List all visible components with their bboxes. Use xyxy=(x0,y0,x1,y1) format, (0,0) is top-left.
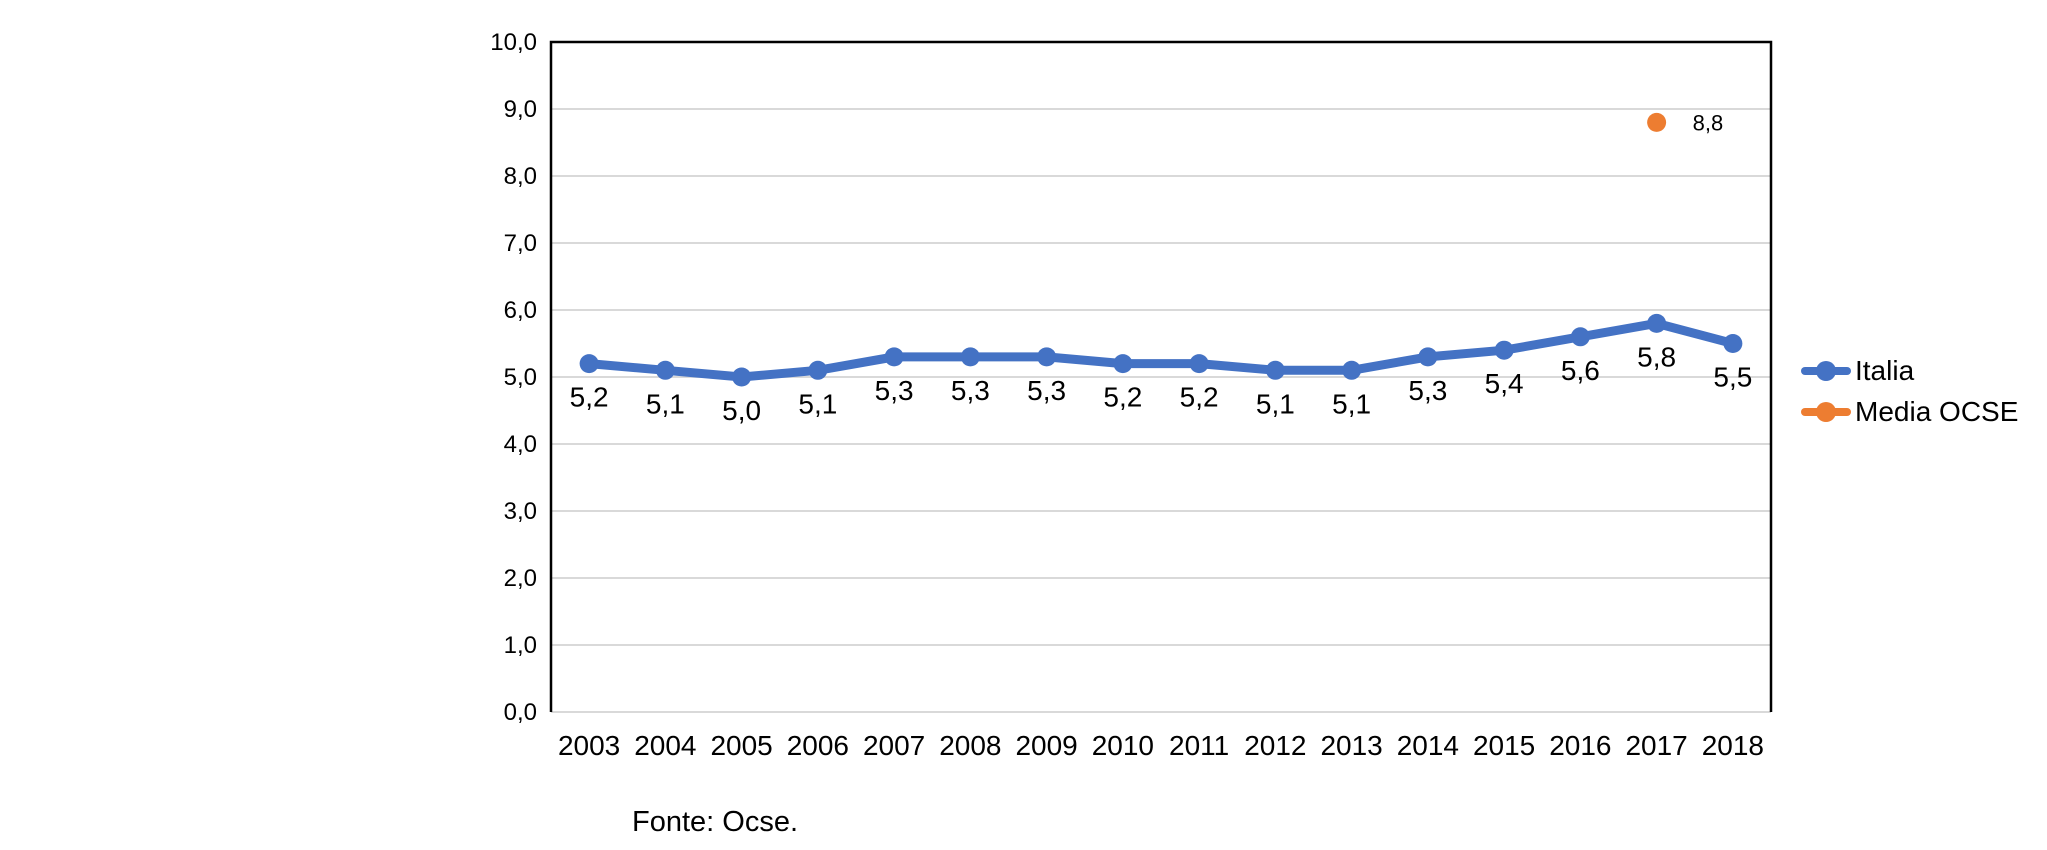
source-note: Fonte: Ocse. xyxy=(632,806,799,838)
svg-text:2,0: 2,0 xyxy=(504,565,537,592)
x-axis-tick-labels: 2003 2004 2005 2006 2007 2008 2009 2010 2011 2012… xyxy=(558,730,1764,761)
y-axis-tick-labels: 0,0 1,0 2,0 3,0 4,0 5,0 6,0 7,0 8,0 9,0 10,0 xyxy=(490,29,537,726)
svg-text:0,0: 0,0 xyxy=(504,699,537,726)
svg-text:5,1: 5,1 xyxy=(798,388,837,419)
svg-text:5,3: 5,3 xyxy=(1408,375,1447,406)
svg-text:2013: 2013 xyxy=(1320,730,1382,761)
svg-text:7,0: 7,0 xyxy=(504,230,537,257)
svg-text:2017: 2017 xyxy=(1625,730,1687,761)
chart-legend: Italia Media OCSE xyxy=(1801,354,2018,436)
series-italia: 5,2 5,1 5,0 5,1 5,3 5,3 5,3 5,2 5,2 5,1 5,1 5,3 5,4 5… xyxy=(570,313,1752,426)
svg-text:2007: 2007 xyxy=(863,730,925,761)
legend-label-media-ocse: Media OCSE xyxy=(1855,396,2019,427)
svg-text:2010: 2010 xyxy=(1092,730,1154,761)
svg-text:5,0: 5,0 xyxy=(504,364,537,391)
svg-text:5,5: 5,5 xyxy=(1713,362,1752,393)
svg-text:8,0: 8,0 xyxy=(504,163,537,190)
svg-text:5,2: 5,2 xyxy=(570,382,609,413)
legend-item-media-ocse: Media OCSE xyxy=(1801,395,2018,429)
svg-text:2012: 2012 xyxy=(1244,730,1306,761)
svg-text:2016: 2016 xyxy=(1549,730,1611,761)
svg-text:2005: 2005 xyxy=(710,730,772,761)
svg-text:5,1: 5,1 xyxy=(1332,388,1371,419)
svg-text:2015: 2015 xyxy=(1473,730,1535,761)
svg-text:2003: 2003 xyxy=(558,730,620,761)
svg-text:2014: 2014 xyxy=(1397,730,1459,761)
svg-text:5,4: 5,4 xyxy=(1485,368,1524,399)
svg-text:5,3: 5,3 xyxy=(951,375,990,406)
svg-text:3,0: 3,0 xyxy=(504,498,537,525)
svg-text:2011: 2011 xyxy=(1169,730,1229,761)
series-media-ocse: 8,8 xyxy=(1647,110,1723,135)
svg-text:5,1: 5,1 xyxy=(1256,388,1295,419)
svg-text:2006: 2006 xyxy=(787,730,849,761)
svg-text:10,0: 10,0 xyxy=(490,29,537,56)
svg-text:8,8: 8,8 xyxy=(1693,110,1724,135)
plot-border xyxy=(549,40,1773,712)
svg-text:4,0: 4,0 xyxy=(504,431,537,458)
svg-text:5,2: 5,2 xyxy=(1103,382,1142,413)
svg-text:2009: 2009 xyxy=(1015,730,1077,761)
legend-line-marker-icon xyxy=(1801,402,1851,422)
svg-text:5,2: 5,2 xyxy=(1180,382,1219,413)
legend-item-italia: Italia xyxy=(1801,354,2018,388)
svg-text:2018: 2018 xyxy=(1702,730,1764,761)
svg-text:9,0: 9,0 xyxy=(504,96,537,123)
svg-text:5,6: 5,6 xyxy=(1561,355,1600,386)
svg-text:5,8: 5,8 xyxy=(1637,341,1676,372)
svg-text:1,0: 1,0 xyxy=(504,632,537,659)
svg-text:6,0: 6,0 xyxy=(504,297,537,324)
legend-line-marker-icon xyxy=(1801,361,1851,381)
legend-label-italia: Italia xyxy=(1855,355,1915,386)
svg-text:5,1: 5,1 xyxy=(646,388,685,419)
svg-text:2004: 2004 xyxy=(634,730,696,761)
svg-text:2008: 2008 xyxy=(939,730,1001,761)
svg-text:5,3: 5,3 xyxy=(875,375,914,406)
svg-text:5,3: 5,3 xyxy=(1027,375,1066,406)
svg-text:5,0: 5,0 xyxy=(722,395,761,426)
